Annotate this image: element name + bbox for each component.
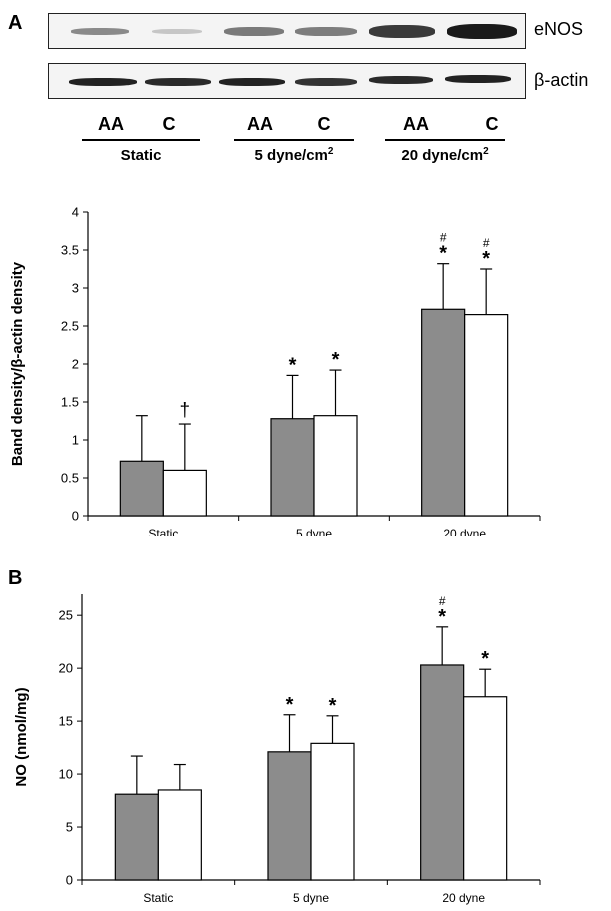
lane-label: C [485,114,499,134]
group-label-sup: 2 [327,146,334,157]
actin-band-6 [445,75,511,83]
group-label-5dyne: 5 dyne/cm2 [226,146,362,164]
y-tick-label: 25 [59,608,73,623]
bar-c [464,313,509,517]
x-tick-label: 5 dyne [296,527,332,536]
bar-c [313,415,358,517]
actin-label: β-actin [534,70,589,90]
panel-b-letter: B [8,567,23,589]
enos-band-aa-5dyne [224,27,284,36]
enos-band-aa-static [71,28,129,35]
group-rule-20dyne [385,139,505,141]
significance-dagger: † [180,400,191,421]
no-chart: 0 5 10 15 20 25 NO (nmol/mg) Static 5 dyne * * 20 d… [13,594,541,905]
actin-band-2 [145,78,211,86]
x-tick-label: 5 dyne [293,891,329,905]
bar-aa [420,664,465,881]
y-tick-label: 0 [72,509,79,524]
bar-aa [114,793,159,881]
y-tick-label: 3.5 [61,243,79,258]
significance-star: * [289,354,297,376]
significance-star: * [481,648,489,670]
significance-hash: # [439,594,446,608]
group-label-20dyne: 20 dyne/cm2 [378,146,512,164]
y-tick-label: 2.5 [61,319,79,334]
actin-band-5 [369,76,433,84]
actin-band-3 [219,78,285,86]
actin-blot-strip [48,63,526,99]
y-tick-label: 15 [59,714,73,729]
y-axis-label: Band density/β-actin density [9,261,26,466]
significance-star: * [439,243,447,265]
x-tick-label: Static [148,527,178,536]
x-tick-label: 20 dyne [443,527,486,536]
bar-c [310,742,355,881]
lane-label: C [317,114,331,134]
enos-band-c-20dyne [447,24,517,39]
y-tick-label: 20 [59,661,73,676]
lane-label: AA [403,114,429,134]
bar-c [162,469,207,517]
enos-band-aa-20dyne [369,25,435,38]
y-tick-label: 1.5 [61,395,79,410]
enos-blot-strip [48,13,526,49]
lane-label: C [162,114,176,134]
lane-label: AA [247,114,273,134]
enos-band-c-5dyne [295,27,357,36]
y-tick-label: 5 [66,820,73,835]
y-tick-label: 1 [72,433,79,448]
y-axis-label: NO (nmol/mg) [13,687,30,786]
band-density-chart: 0 0.5 1 1.5 2 2.5 3 3.5 4 Band density/β-actin de… [9,205,541,536]
bar-c [463,696,508,881]
panel-a-letter: A [8,12,23,34]
enos-band-c-static [152,29,202,34]
group-label-sup: 2 [483,146,489,157]
actin-band-4 [295,78,357,86]
significance-star: * [329,695,337,717]
group-rule-5dyne [234,139,354,141]
bar-c [157,789,202,881]
bar-aa [421,308,466,517]
y-tick-label: 0.5 [61,471,79,486]
significance-star: * [482,248,490,270]
group-label-text: 20 dyne/cm [401,147,484,164]
enos-label: eNOS [534,19,584,39]
group-label-static: Static [82,146,200,164]
bar-aa [119,460,164,517]
bar-aa [267,751,312,881]
y-tick-label: 2 [72,357,79,372]
lane-label: AA [98,114,124,134]
y-tick-label: 3 [72,281,79,296]
y-tick-label: 10 [59,767,73,782]
actin-band-1 [69,78,137,86]
significance-hash: # [483,236,490,250]
bar-aa [270,418,315,517]
x-tick-label: Static [143,891,173,905]
y-tick-label: 4 [72,205,79,220]
significance-star: * [286,694,294,716]
significance-star: * [332,349,340,371]
y-tick-label: 0 [66,873,73,888]
group-rule-static [82,139,200,141]
x-tick-label: 20 dyne [442,891,485,905]
significance-star: * [438,606,446,628]
group-label-text: 5 dyne/cm [254,147,328,164]
significance-hash: # [440,231,447,245]
group-label-text: Static [120,147,162,164]
